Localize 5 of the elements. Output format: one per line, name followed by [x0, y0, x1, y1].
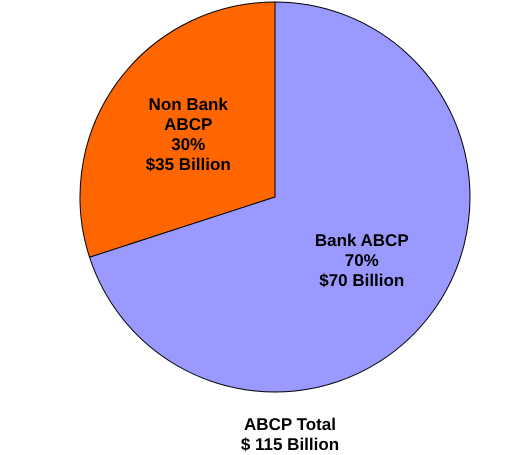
data-label: 30% $35 Billion — [146, 134, 231, 174]
slice-label: Bank ABCP — [314, 231, 409, 250]
text: ABCP Total $ 115 Billion — [240, 415, 340, 454]
slice-label: Non Bank ABCP — [148, 94, 228, 134]
data-label: 70% $70 Billion — [319, 251, 404, 290]
